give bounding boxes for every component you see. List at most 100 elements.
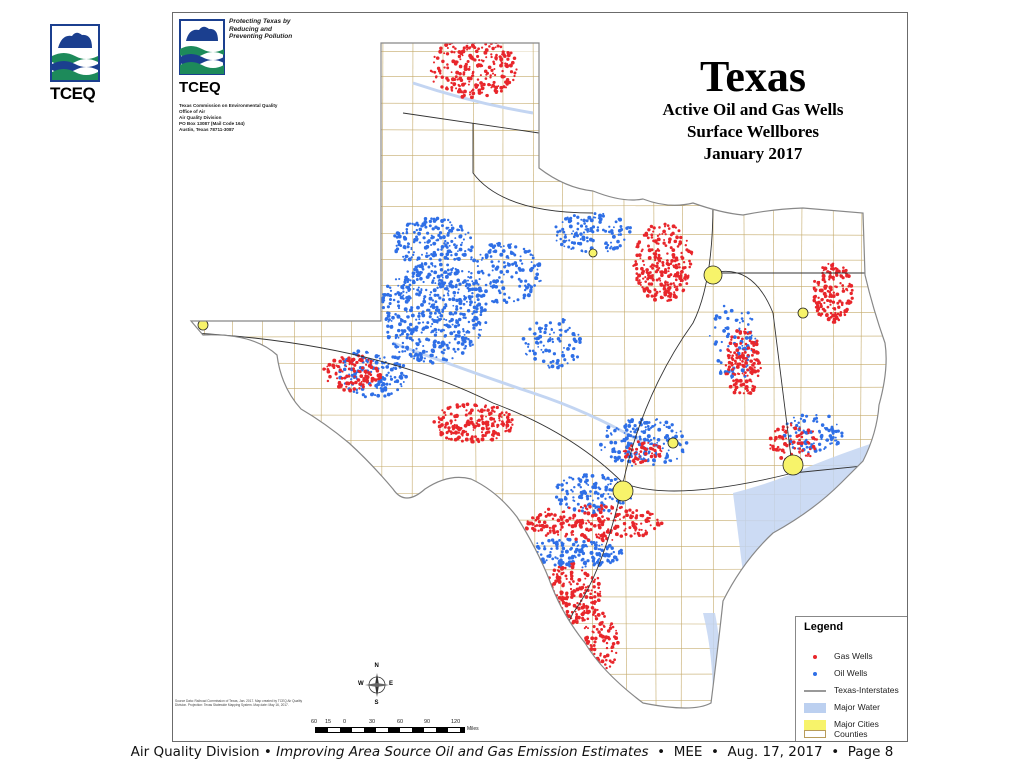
- gas-well: [542, 523, 545, 527]
- oil-well: [572, 357, 576, 361]
- gas-well: [465, 402, 470, 407]
- oil-well: [391, 355, 395, 359]
- gas-well: [573, 643, 578, 648]
- oil-well: [429, 291, 433, 294]
- oil-well: [607, 493, 610, 495]
- gas-well: [489, 411, 493, 416]
- gas-well: [551, 528, 556, 533]
- oil-well: [430, 348, 435, 353]
- gas-well: [668, 294, 672, 299]
- oil-well: [596, 228, 600, 232]
- gas-well: [447, 429, 451, 433]
- oil-well: [730, 374, 734, 379]
- gas-well: [599, 654, 602, 657]
- oil-well: [738, 327, 741, 330]
- gas-well: [655, 278, 659, 282]
- oil-well: [438, 346, 441, 349]
- oil-well: [420, 302, 424, 307]
- gas-well: [489, 76, 492, 79]
- gas-well: [591, 630, 594, 633]
- oil-well: [598, 217, 603, 222]
- gas-well: [592, 585, 596, 589]
- county-boundary: [191, 258, 887, 261]
- tceq-logo-emblem: [50, 24, 100, 82]
- oil-well: [788, 434, 792, 438]
- oil-well: [435, 331, 438, 334]
- gas-well: [347, 374, 351, 378]
- gas-well: [500, 423, 503, 426]
- oil-well: [456, 278, 461, 283]
- oil-well: [713, 326, 717, 329]
- oil-well: [456, 257, 459, 260]
- oil-well: [413, 268, 416, 272]
- address-line: PO Box 13087 (Mail Code 164): [179, 121, 245, 126]
- oil-well: [416, 357, 420, 362]
- oil-well: [572, 496, 575, 499]
- gas-well: [741, 372, 744, 375]
- gas-well: [495, 53, 498, 57]
- oil-well: [815, 414, 818, 417]
- gas-well: [493, 425, 495, 428]
- gas-well: [490, 53, 493, 56]
- oil-well: [593, 490, 598, 495]
- oil-well: [476, 270, 481, 275]
- gas-well: [677, 262, 681, 266]
- gas-well: [498, 419, 501, 422]
- gas-well: [575, 636, 580, 640]
- gas-well: [340, 386, 343, 388]
- gas-well: [651, 263, 654, 267]
- oil-well: [421, 327, 425, 331]
- oil-well: [400, 332, 404, 336]
- oil-well: [438, 282, 441, 285]
- gas-well: [496, 423, 500, 428]
- oil-well: [489, 617, 492, 620]
- gas-well: [801, 449, 805, 452]
- gas-well: [756, 369, 760, 373]
- gas-well: [592, 671, 597, 675]
- gas-well: [752, 385, 757, 390]
- gas-well: [462, 405, 466, 409]
- gas-well: [620, 505, 623, 509]
- gas-well: [573, 639, 577, 642]
- oil-well: [555, 546, 559, 550]
- oil-well: [540, 557, 545, 562]
- oil-well: [428, 254, 431, 257]
- gas-well: [345, 374, 349, 378]
- oil-well: [597, 559, 600, 562]
- oil-well: [613, 477, 617, 481]
- oil-well: [548, 321, 552, 325]
- oil-well: [409, 279, 412, 282]
- oil-well: [493, 249, 498, 254]
- gas-well: [573, 619, 577, 624]
- gas-well: [501, 50, 505, 54]
- gas-well: [684, 244, 687, 247]
- oil-well: [410, 306, 414, 310]
- oil-well: [483, 308, 487, 312]
- oil-well: [450, 253, 453, 257]
- gas-well: [850, 296, 854, 300]
- oil-well: [476, 298, 480, 302]
- gas-well: [625, 513, 629, 518]
- oil-well: [570, 488, 573, 492]
- oil-well: [477, 602, 481, 605]
- oil-well: [604, 497, 607, 500]
- oil-well: [580, 493, 584, 497]
- oil-well: [429, 293, 432, 296]
- gas-well: [555, 530, 560, 534]
- oil-well: [499, 245, 503, 248]
- gas-well: [584, 611, 588, 614]
- oil-well: [831, 442, 833, 445]
- oil-well: [550, 364, 555, 369]
- oil-well: [637, 442, 642, 447]
- gas-well: [664, 267, 667, 271]
- oil-well: [474, 322, 478, 327]
- oil-well: [458, 301, 463, 306]
- oil-well: [453, 324, 458, 329]
- oil-well: [651, 424, 655, 428]
- gas-well: [337, 380, 342, 385]
- gas-well: [734, 360, 737, 364]
- oil-well: [579, 238, 582, 241]
- gas-well: [471, 70, 475, 74]
- gas-well: [575, 644, 579, 648]
- gas-well: [732, 379, 735, 383]
